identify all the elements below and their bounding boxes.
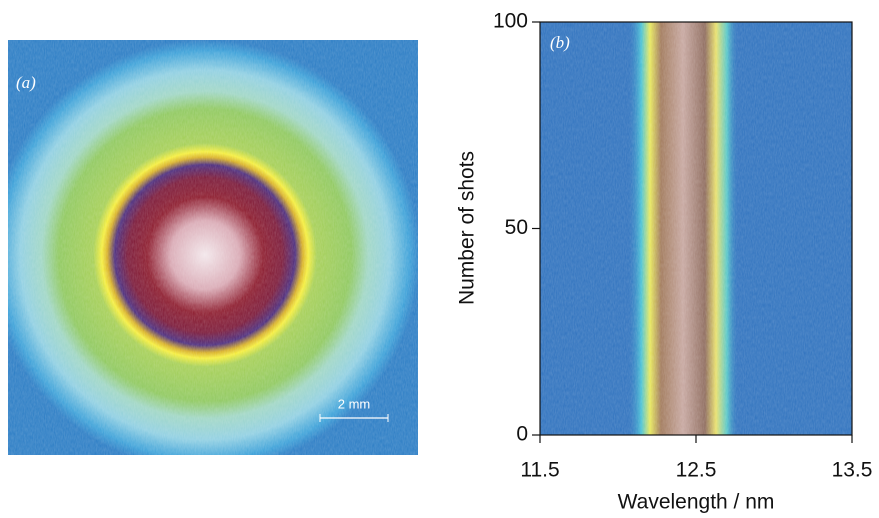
y-tick-label: 100 (493, 10, 528, 33)
x-tick-label: 12.5 (676, 459, 717, 482)
y-tick-label: 50 (505, 216, 528, 239)
y-tick-label: 0 (516, 423, 528, 446)
scale-bar-label: 2 mm (338, 396, 371, 411)
plot-noise (540, 22, 852, 435)
x-tick-label: 11.5 (520, 459, 559, 482)
x-axis-label: Wavelength / nm (618, 491, 775, 514)
panel-label: (b) (550, 33, 570, 52)
panel-a: (a) 2 mm (8, 40, 418, 455)
panel-label: (a) (16, 73, 36, 92)
image-noise (8, 40, 418, 455)
x-tick-label: 13.5 (832, 459, 873, 482)
y-axis-label: Number of shots (456, 151, 479, 305)
panel-b: (b) Wavelength / nm Number of shots (456, 21, 853, 514)
